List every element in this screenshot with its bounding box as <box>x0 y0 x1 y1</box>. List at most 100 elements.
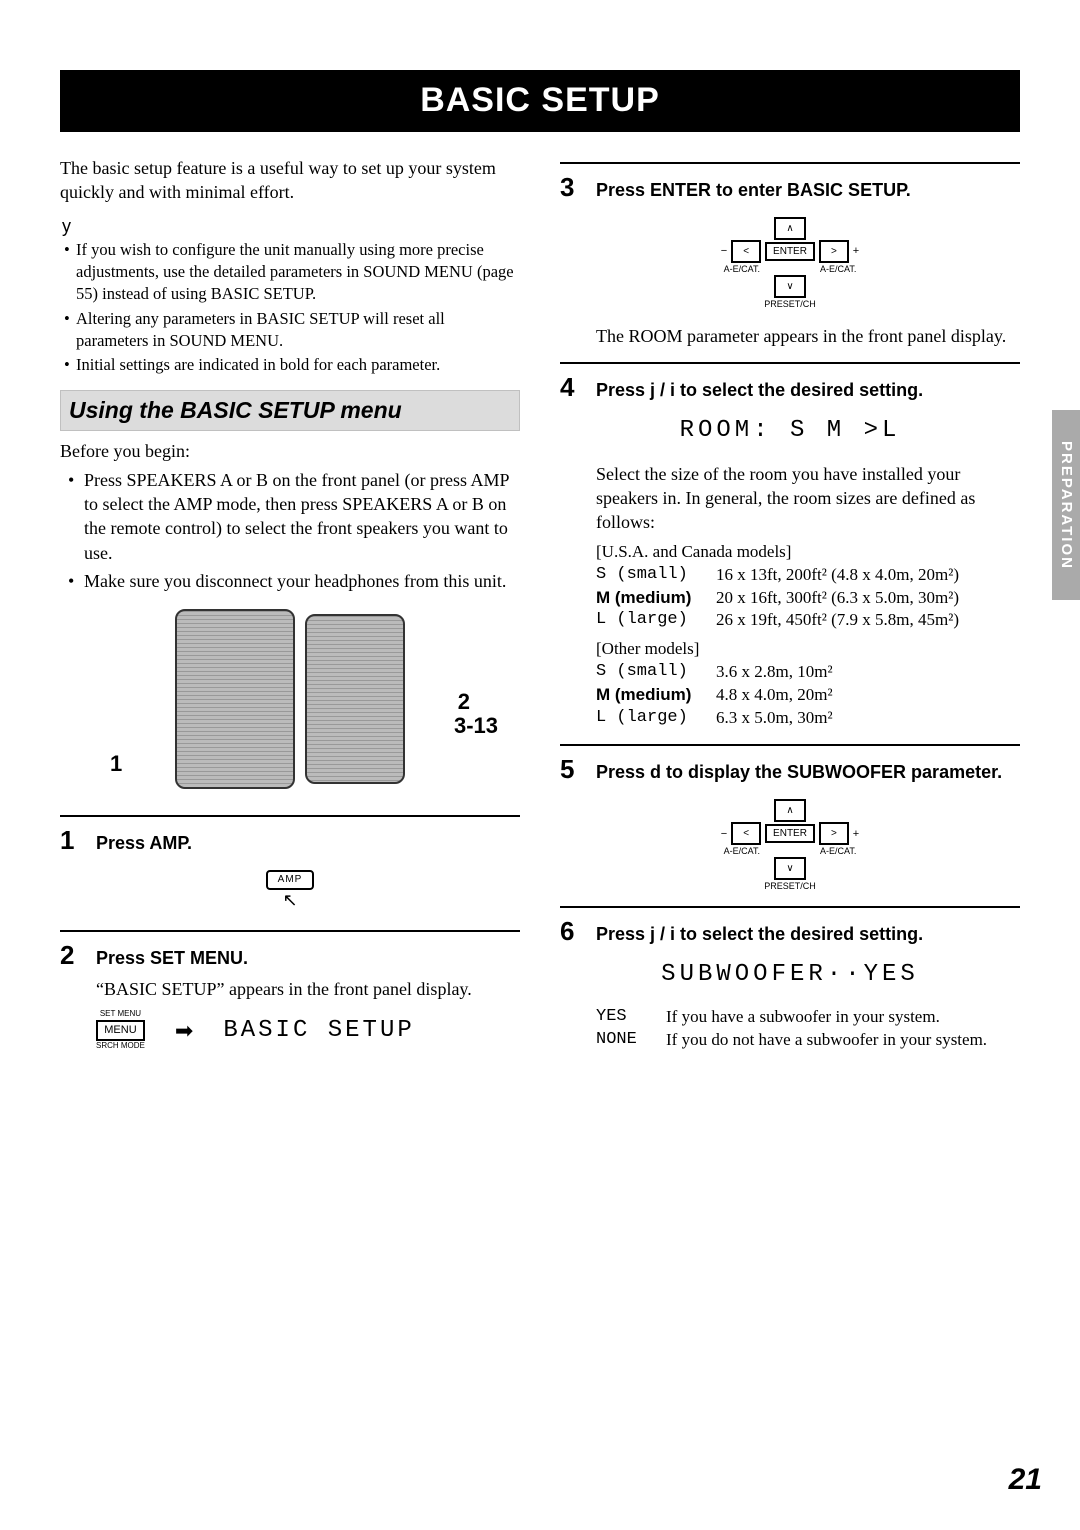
amp-button-graphic: AMP <box>266 870 315 890</box>
nav-left-label: A-E/CAT. <box>724 847 760 857</box>
row-value: 4.8 x 4.0m, 20m² <box>716 684 833 707</box>
table-header: [U.S.A. and Canada models] <box>596 541 1020 564</box>
notes-list: If you wish to configure the unit manual… <box>64 239 520 377</box>
step-rule <box>560 744 1020 746</box>
section-heading: Using the BASIC SETUP menu <box>60 390 520 431</box>
finger-icon: ↖ <box>60 888 520 912</box>
amp-figure: AMP ↖ <box>60 864 520 912</box>
annot-1: 1 <box>110 749 122 779</box>
row-value: 6.3 x 5.0m, 30m² <box>716 707 833 730</box>
row-value: If you do not have a subwoofer in your s… <box>666 1029 987 1052</box>
table-row: YES If you have a subwoofer in your syst… <box>596 1006 1020 1029</box>
step-1: 1 Press AMP. AMP ↖ <box>60 815 520 912</box>
remote-illustration-right <box>305 614 405 784</box>
before-list: Press SPEAKERS A or B on the front panel… <box>68 468 520 593</box>
row-key-bold: M (medium) <box>596 684 716 707</box>
row-value: 26 x 19ft, 450ft² (7.9 x 5.8m, 45m²) <box>716 609 959 632</box>
table-row: NONE If you do not have a subwoofer in y… <box>596 1029 1020 1052</box>
table-row: S (small) 16 x 13ft, 200ft² (4.8 x 4.0m,… <box>596 564 1020 587</box>
step-2: 2 Press SET MENU. “BASIC SETUP” appears … <box>60 930 520 1052</box>
front-panel-display: ROOM: S M >L <box>560 415 1020 447</box>
page-number: 21 <box>1009 1460 1042 1501</box>
row-key: L (large) <box>596 707 716 730</box>
step-rule <box>560 906 1020 908</box>
menu-button-graphic: MENU <box>96 1020 145 1041</box>
row-value: If you have a subwoofer in your system. <box>666 1006 940 1029</box>
table-row: M (medium) 20 x 16ft, 300ft² (6.3 x 5.0m… <box>596 587 1020 610</box>
table-row: S (small) 3.6 x 2.8m, 10m² <box>596 661 1020 684</box>
menu-button-stack: SET MENU MENU SRCH MODE <box>96 1009 145 1051</box>
nav-plus: + <box>853 828 859 840</box>
step-number: 5 <box>560 752 582 787</box>
nav-down-icon: ∨ <box>774 857 805 880</box>
y-glyph: y <box>62 214 520 238</box>
nav-left-icon: < <box>731 822 761 845</box>
note-item: Altering any parameters in BASIC SETUP w… <box>64 308 520 353</box>
step-number: 1 <box>60 823 82 858</box>
nav-up-icon: ∧ <box>774 217 805 240</box>
nav-right-icon: > <box>819 822 849 845</box>
two-column-layout: The basic setup feature is a useful way … <box>60 156 1020 1060</box>
nav-pad-figure: ∧ − < ENTER > + A-E/CAT. A-E/CAT. ∨ <box>560 799 1020 892</box>
front-panel-display: BASIC SETUP <box>223 1015 414 1047</box>
page-banner: BASIC SETUP <box>60 70 1020 132</box>
step-number: 4 <box>560 370 582 405</box>
step-body-text: “BASIC SETUP” appears in the front panel… <box>96 977 520 1001</box>
row-key: NONE <box>596 1029 666 1052</box>
row-key: S (small) <box>596 661 716 684</box>
step-3: 3 Press ENTER to enter BASIC SETUP. ∧ − … <box>560 162 1020 348</box>
step-6: 6 Press j / i to select the desired sett… <box>560 906 1020 1051</box>
step-4: 4 Press j / i to select the desired sett… <box>560 362 1020 730</box>
table-row: L (large) 6.3 x 5.0m, 30m² <box>596 707 1020 730</box>
nav-up-icon: ∧ <box>774 799 805 822</box>
before-heading: Before you begin: <box>60 439 520 463</box>
nav-plus: + <box>853 245 859 257</box>
set-menu-label: SET MENU <box>96 1009 145 1020</box>
row-key: L (large) <box>596 609 716 632</box>
left-column: The basic setup feature is a useful way … <box>60 156 520 1060</box>
nav-enter-button: ENTER <box>765 824 815 843</box>
step-number: 3 <box>560 170 582 205</box>
row-value: 3.6 x 2.8m, 10m² <box>716 661 833 684</box>
nav-pad-figure: ∧ − < ENTER > + A-E/CAT. A-E/CAT. ∨ <box>560 217 1020 310</box>
set-menu-figure: SET MENU MENU SRCH MODE ➡ BASIC SETUP <box>96 1009 520 1051</box>
subwoofer-table: YES If you have a subwoofer in your syst… <box>596 1006 1020 1052</box>
right-column: 3 Press ENTER to enter BASIC SETUP. ∧ − … <box>560 156 1020 1060</box>
nav-down-icon: ∨ <box>774 275 805 298</box>
nav-left-icon: < <box>731 240 761 263</box>
arrow-icon: ➡ <box>175 1016 193 1046</box>
before-item: Press SPEAKERS A or B on the front panel… <box>68 468 520 565</box>
nav-left-label: A-E/CAT. <box>724 265 760 275</box>
table-row: M (medium) 4.8 x 4.0m, 20m² <box>596 684 1020 707</box>
table-row: L (large) 26 x 19ft, 450ft² (7.9 x 5.8m,… <box>596 609 1020 632</box>
nav-minus: − <box>721 828 727 840</box>
table-header: [Other models] <box>596 638 1020 661</box>
remote-illustration-left <box>175 609 295 789</box>
nav-right-label: A-E/CAT. <box>820 847 856 857</box>
intro-text: The basic setup feature is a useful way … <box>60 156 520 205</box>
manual-page: BASIC SETUP The basic setup feature is a… <box>0 0 1080 1060</box>
row-key: YES <box>596 1006 666 1029</box>
remote-figure: 1 2 3-13 <box>60 609 520 789</box>
room-size-table-us: [U.S.A. and Canada models] S (small) 16 … <box>596 541 1020 731</box>
step-rule <box>60 930 520 932</box>
nav-minus: − <box>721 245 727 257</box>
step-rule <box>560 162 1020 164</box>
step-rule <box>60 815 520 817</box>
row-value: 20 x 16ft, 300ft² (6.3 x 5.0m, 30m²) <box>716 587 959 610</box>
step-title: Press j / i to select the desired settin… <box>596 922 923 946</box>
row-value: 16 x 13ft, 200ft² (4.8 x 4.0m, 20m²) <box>716 564 959 587</box>
nav-right-label: A-E/CAT. <box>820 265 856 275</box>
annot-3-13: 3-13 <box>454 711 498 741</box>
step-rule <box>560 362 1020 364</box>
nav-enter-button: ENTER <box>765 242 815 261</box>
step-number: 6 <box>560 914 582 949</box>
step-number: 2 <box>60 938 82 973</box>
nav-right-icon: > <box>819 240 849 263</box>
step-title: Press SET MENU. <box>96 946 248 970</box>
step-title: Press d to display the SUBWOOFER paramet… <box>596 760 1002 784</box>
step-title: Press j / i to select the desired settin… <box>596 378 923 402</box>
nav-preset-label: PRESET/CH <box>721 300 859 310</box>
srch-mode-label: SRCH MODE <box>96 1041 145 1052</box>
step-5: 5 Press d to display the SUBWOOFER param… <box>560 744 1020 892</box>
